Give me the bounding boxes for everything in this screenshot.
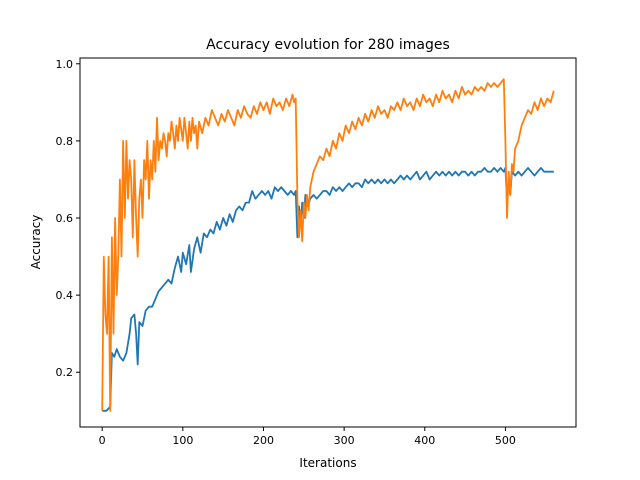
x-axis-label: Iterations	[299, 456, 356, 470]
y-axis-label: Accuracy	[29, 215, 43, 270]
x-tick-label: 300	[334, 434, 355, 447]
x-tick-label: 200	[253, 434, 274, 447]
y-axis-ticks: 0.2 0.4 0.6 0.8 1.0	[56, 58, 80, 379]
x-tick-label: 500	[495, 434, 516, 447]
y-tick-label: 0.4	[56, 289, 74, 302]
plot-area	[101, 78, 555, 412]
chart-title: Accuracy evolution for 280 images	[206, 37, 450, 53]
x-tick-label: 0	[99, 434, 106, 447]
y-tick-label: 0.8	[56, 135, 74, 148]
plot-frame	[79, 57, 577, 428]
y-tick-label: 1.0	[56, 58, 74, 71]
series-line-2	[101, 78, 555, 412]
y-tick-label: 0.6	[56, 212, 74, 225]
x-axis-ticks: 0 100 200 300 400 500	[99, 427, 516, 447]
x-tick-label: 400	[414, 434, 435, 447]
y-tick-label: 0.2	[56, 366, 74, 379]
series-line-1	[102, 167, 554, 412]
x-tick-label: 100	[172, 434, 193, 447]
